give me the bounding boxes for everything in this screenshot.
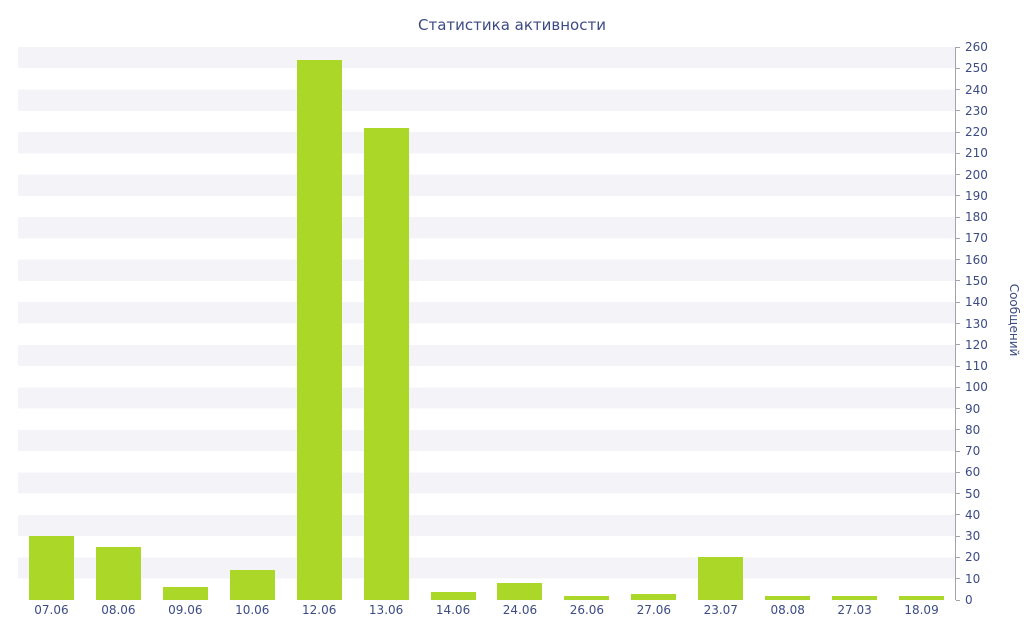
y-tick-label: 190 xyxy=(965,188,988,203)
y-tick-label: 110 xyxy=(965,359,988,374)
y-tick-mark xyxy=(956,365,960,367)
y-tick-mark xyxy=(956,323,960,324)
x-tick-label: 26.06 xyxy=(569,603,605,617)
y-tick-mark xyxy=(956,67,960,69)
y-tick-label: 30 xyxy=(965,529,981,544)
bar xyxy=(832,595,878,600)
y-tick-label: 210 xyxy=(965,146,988,161)
y-tick-label: 50 xyxy=(965,486,981,501)
x-tick-label: 14.06 xyxy=(435,603,471,617)
y-tick-mark xyxy=(956,301,960,303)
bar xyxy=(497,583,543,600)
x-tick-label: 23.07 xyxy=(703,603,738,617)
y-tick-mark xyxy=(956,408,960,410)
y-tick-mark xyxy=(956,471,960,473)
y-tick-label: 120 xyxy=(965,337,988,352)
y-tick-mark xyxy=(956,344,960,346)
y-tick-mark xyxy=(956,152,960,154)
y-tick-mark xyxy=(956,493,960,495)
x-tick-label: 08.06 xyxy=(101,603,136,617)
y-tick-mark xyxy=(956,110,960,112)
y-tick-mark xyxy=(956,599,960,601)
y-tick-label: 70 xyxy=(965,444,981,459)
x-tick-label: 18.09 xyxy=(904,603,939,617)
y-tick-label: 250 xyxy=(965,61,988,76)
y-tick-mark xyxy=(956,514,960,516)
y-tick-label: 220 xyxy=(965,125,988,140)
y-tick-mark xyxy=(956,89,960,91)
chart-title: Статистика активности xyxy=(418,16,606,34)
bar xyxy=(765,595,811,600)
y-tick-mark xyxy=(956,386,960,388)
y-tick-label: 130 xyxy=(965,316,988,331)
y-tick-mark xyxy=(956,280,960,282)
y-tick-label: 200 xyxy=(965,167,988,182)
x-tick-label: 27.06 xyxy=(636,603,671,617)
y-tick-mark xyxy=(956,195,960,197)
bar xyxy=(430,591,476,600)
y-tick-mark xyxy=(956,131,960,133)
bar xyxy=(899,595,945,600)
x-tick-label: 12.06 xyxy=(301,603,337,617)
y-tick-label: 20 xyxy=(965,550,981,565)
bar xyxy=(631,593,677,600)
y-tick-mark xyxy=(956,429,960,431)
y-tick-label: 100 xyxy=(965,380,988,395)
x-axis: 07.06 08.06 09.06 10.06 12.06 13.06 14.06 24.06… xyxy=(18,603,955,621)
bar xyxy=(363,127,409,600)
y-tick-label: 240 xyxy=(965,82,988,97)
y-axis: 0 10 20 30 40 50 60 70 80 90 100 110 120 130 140 150 160… xyxy=(956,40,1004,607)
x-tick-label: 10.06 xyxy=(235,603,270,617)
bar xyxy=(698,557,744,600)
y-tick-label: 170 xyxy=(965,231,988,246)
x-tick-label: 13.06 xyxy=(368,603,404,617)
y-tick-label: 160 xyxy=(965,252,988,267)
y-tick-label: 0 xyxy=(965,593,973,607)
y-tick-label: 230 xyxy=(965,103,988,118)
y-tick-label: 150 xyxy=(965,273,988,288)
y-tick-label: 180 xyxy=(965,210,988,225)
y-tick-label: 90 xyxy=(965,401,981,416)
y-tick-mark xyxy=(956,535,960,537)
y-tick-label: 40 xyxy=(965,507,981,522)
y-tick-mark xyxy=(956,216,960,218)
bar xyxy=(95,546,141,600)
bar xyxy=(229,570,275,600)
y-tick-mark xyxy=(956,174,960,176)
y-axis-title: Сообщений xyxy=(1007,283,1021,357)
y-tick-label: 140 xyxy=(965,295,988,310)
y-tick-mark xyxy=(956,46,960,48)
x-tick-label: 27.03 xyxy=(837,603,872,617)
x-tick-label: 07.06 xyxy=(34,603,69,617)
y-tick-label: 10 xyxy=(965,571,981,586)
plot-area xyxy=(18,47,956,600)
y-tick-label: 260 xyxy=(965,40,988,54)
y-tick-mark xyxy=(956,450,960,452)
x-tick-label: 08.08 xyxy=(770,603,805,617)
y-tick-mark xyxy=(956,578,960,580)
bar xyxy=(296,59,342,600)
bar xyxy=(162,587,208,600)
bar xyxy=(564,595,610,600)
x-tick-label: 09.06 xyxy=(168,603,203,617)
y-tick-label: 80 xyxy=(965,422,981,437)
bar xyxy=(28,536,74,600)
y-tick-mark xyxy=(956,556,960,558)
y-tick-mark xyxy=(956,259,960,261)
y-tick-mark xyxy=(956,237,960,239)
y-tick-label: 60 xyxy=(965,465,981,480)
x-tick-label: 24.06 xyxy=(502,603,538,617)
